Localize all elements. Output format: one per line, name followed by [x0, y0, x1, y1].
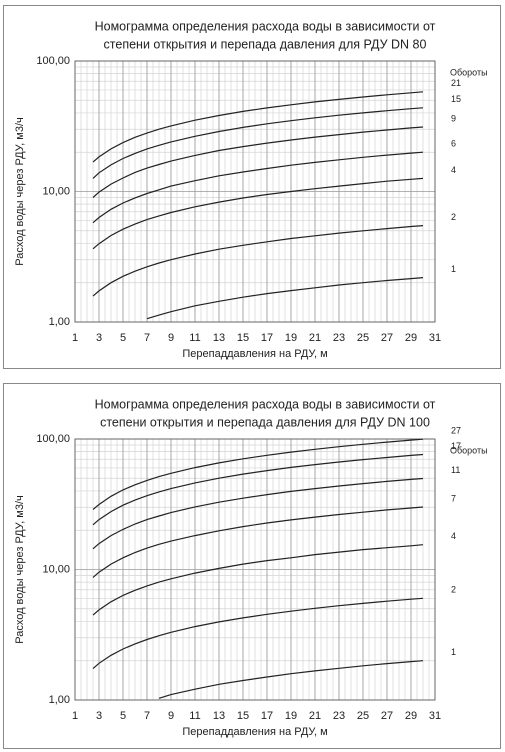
- chart: Номограмма определения расхода воды в за…: [3, 5, 501, 369]
- x-tick-label: 1: [72, 332, 78, 344]
- series-label: 17: [451, 441, 461, 451]
- line-series: [92, 151, 424, 224]
- chart: Номограмма определения расхода воды в за…: [3, 383, 501, 749]
- x-tick-label: 5: [120, 332, 126, 344]
- chart-border: [3, 5, 501, 369]
- x-tick-label: 21: [309, 332, 321, 344]
- line-series: [92, 177, 424, 250]
- y-axis-label: Расход воды через РДУ, м3/ч: [14, 495, 26, 644]
- line-series: [92, 477, 424, 550]
- y-axis-label: Расход воды через РДУ, м3/ч: [14, 117, 26, 266]
- x-tick-label: 25: [357, 332, 369, 344]
- x-tick-label: 31: [429, 332, 441, 344]
- x-tick-label: 31: [429, 710, 441, 722]
- line-series: [92, 107, 424, 179]
- y-tick-label: 10,00: [42, 185, 70, 197]
- chart-title: степени открытия и перепада давления для…: [100, 415, 430, 429]
- x-tick-label: 25: [357, 710, 369, 722]
- legend-title: Обороты: [450, 445, 488, 455]
- plot-frame: [74, 60, 436, 323]
- legend-title: Обороты: [450, 67, 488, 77]
- y-tick-label: 10,00: [42, 563, 70, 575]
- line-series: [92, 438, 424, 510]
- series-label: 2: [451, 212, 456, 222]
- y-tick-label: 1,00: [49, 694, 70, 706]
- series-label: 21: [451, 78, 461, 88]
- x-tick-label: 3: [96, 710, 102, 722]
- x-tick-label: 23: [333, 710, 345, 722]
- chart-title: степени открытия и перепада давления для…: [104, 37, 427, 51]
- plot-frame: [74, 438, 436, 701]
- x-tick-label: 15: [237, 710, 249, 722]
- x-tick-label: 19: [285, 710, 297, 722]
- line-series: [92, 506, 424, 578]
- x-tick-label: 19: [285, 332, 297, 344]
- x-tick-label: 9: [168, 710, 174, 722]
- chart-title: Номограмма определения расхода воды в за…: [95, 19, 436, 33]
- x-tick-label: 17: [261, 710, 273, 722]
- chart-title: Номограмма определения расхода воды в за…: [95, 397, 436, 411]
- series-label: 2: [451, 585, 456, 595]
- y-tick-label: 100,00: [36, 433, 70, 445]
- x-tick-label: 13: [213, 332, 225, 344]
- y-tick-label: 100,00: [36, 55, 70, 67]
- x-axis-label: Перепаддавления на РДУ, м: [182, 348, 327, 360]
- series-label: 27: [451, 426, 461, 436]
- x-tick-label: 7: [144, 710, 150, 722]
- line-series: [92, 225, 424, 297]
- series-label: 1: [451, 264, 456, 274]
- y-tick-label: 1,00: [49, 316, 70, 328]
- series-label: 4: [451, 165, 456, 175]
- x-tick-label: 23: [333, 332, 345, 344]
- line-series: [92, 597, 424, 670]
- line-series: [92, 453, 424, 526]
- line-series: [158, 660, 424, 699]
- series-label: 7: [451, 493, 456, 503]
- x-tick-label: 7: [144, 332, 150, 344]
- x-axis-label: Перепаддавления на РДУ, м: [182, 726, 327, 738]
- x-tick-label: 13: [213, 710, 225, 722]
- x-tick-label: 11: [189, 332, 200, 344]
- x-tick-label: 1: [72, 710, 78, 722]
- line-series: [146, 277, 424, 320]
- series-label: 11: [451, 465, 460, 475]
- series-label: 4: [451, 531, 456, 541]
- x-tick-label: 11: [189, 710, 200, 722]
- x-tick-label: 15: [237, 332, 249, 344]
- chart-border: [3, 383, 501, 749]
- series-label: 1: [451, 647, 456, 657]
- x-tick-label: 9: [168, 332, 174, 344]
- x-tick-label: 29: [405, 332, 417, 344]
- x-tick-label: 29: [405, 710, 417, 722]
- line-series: [92, 544, 424, 616]
- series-label: 15: [451, 94, 461, 104]
- x-tick-label: 5: [120, 710, 126, 722]
- series-label: 9: [451, 113, 456, 123]
- x-tick-label: 21: [309, 710, 321, 722]
- line-series: [92, 126, 424, 198]
- series-label: 6: [451, 139, 456, 149]
- x-tick-label: 17: [261, 332, 273, 344]
- x-tick-label: 27: [381, 332, 393, 344]
- line-series: [92, 91, 424, 163]
- x-tick-label: 3: [96, 332, 102, 344]
- x-tick-label: 27: [381, 710, 393, 722]
